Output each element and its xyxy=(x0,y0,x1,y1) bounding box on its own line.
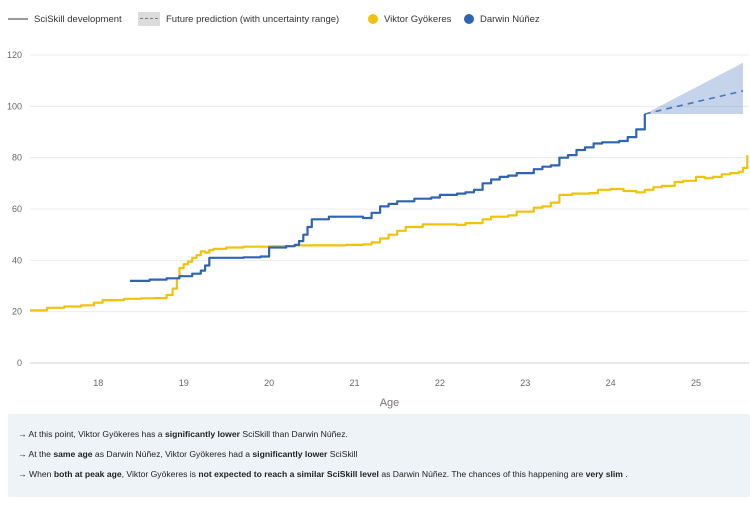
x-tick-label: 19 xyxy=(179,378,189,388)
insight-emphasis: very slim xyxy=(585,469,623,479)
insight-emphasis: significantly lower xyxy=(164,429,240,439)
x-tick-label: 22 xyxy=(435,378,445,388)
series-line-darwin-n-ez xyxy=(129,114,646,282)
insight-line: → When both at peak age, Viktor Gyökeres… xyxy=(18,464,740,484)
solid-line-icon xyxy=(8,18,28,20)
insight-emphasis: both at peak age xyxy=(53,469,122,479)
legend-label: Viktor Gyökeres xyxy=(384,13,452,25)
legend-dot-icon xyxy=(464,14,474,24)
x-tick-label: 18 xyxy=(93,378,103,388)
insight-text: → At this point, Viktor Gyökeres has a xyxy=(18,429,165,439)
y-tick-label: 20 xyxy=(12,307,22,317)
y-tick-label: 100 xyxy=(7,101,22,111)
line-chart: 0 20 40 60 80 100 120 18 19 20 21 22 23 24 25 Age xyxy=(7,50,749,409)
dashed-line-icon xyxy=(138,12,160,26)
insight-emphasis: not expected to reach a similar SciSkill… xyxy=(198,469,379,479)
x-axis-label: Age xyxy=(380,397,400,409)
legend-label: SciSkill development xyxy=(34,13,122,25)
y-tick-label: 120 xyxy=(7,50,22,60)
y-tick-label: 0 xyxy=(17,358,22,368)
insight-text: SciSkill xyxy=(327,449,358,459)
insight-emphasis: same age xyxy=(53,449,93,459)
legend-dot-icon xyxy=(368,14,378,24)
legend-label: Darwin Núñez xyxy=(480,13,540,25)
prediction-uncertainty-band xyxy=(644,62,744,115)
y-tick-label: 40 xyxy=(12,255,22,265)
prediction-line xyxy=(644,90,744,115)
insight-text: SciSkill than Darwin Núñez. xyxy=(239,429,348,439)
legend-item-gyokeres[interactable]: Viktor Gyökeres xyxy=(368,12,451,26)
x-tick-label: 24 xyxy=(606,378,616,388)
x-tick-label: 20 xyxy=(264,378,274,388)
x-tick-label: 25 xyxy=(691,378,701,388)
chart-legend: SciSkill development Future prediction (… xyxy=(8,8,748,30)
insight-line: → At this point, Viktor Gyökeres has a s… xyxy=(18,424,740,444)
y-tick-label: 80 xyxy=(12,153,22,163)
insight-text: , Viktor Gyökeres is xyxy=(121,469,199,479)
insight-text: → When xyxy=(18,469,54,479)
insights-box: → At this point, Viktor Gyökeres has a s… xyxy=(8,414,750,497)
legend-item-prediction[interactable]: Future prediction (with uncertainty rang… xyxy=(138,12,339,26)
insight-line: → At the same age as Darwin Núñez, Vikto… xyxy=(18,444,740,464)
y-tick-label: 60 xyxy=(12,204,22,214)
legend-label: Future prediction (with uncertainty rang… xyxy=(166,13,340,25)
insight-text: as Darwin Núñez. The chances of this hap… xyxy=(378,469,586,479)
legend-item-sciskill[interactable]: SciSkill development xyxy=(8,12,122,26)
x-tick-label: 23 xyxy=(520,378,530,388)
series-line-viktor-gy-keres xyxy=(30,155,749,312)
x-tick-label: 21 xyxy=(349,378,359,388)
insight-text: → At the xyxy=(18,449,54,459)
insight-emphasis: significantly lower xyxy=(252,449,328,459)
insight-text: as Darwin Núñez, Viktor Gyökeres had a xyxy=(92,449,253,459)
insight-text: . xyxy=(622,469,628,479)
legend-item-nunez[interactable]: Darwin Núñez xyxy=(464,12,540,26)
